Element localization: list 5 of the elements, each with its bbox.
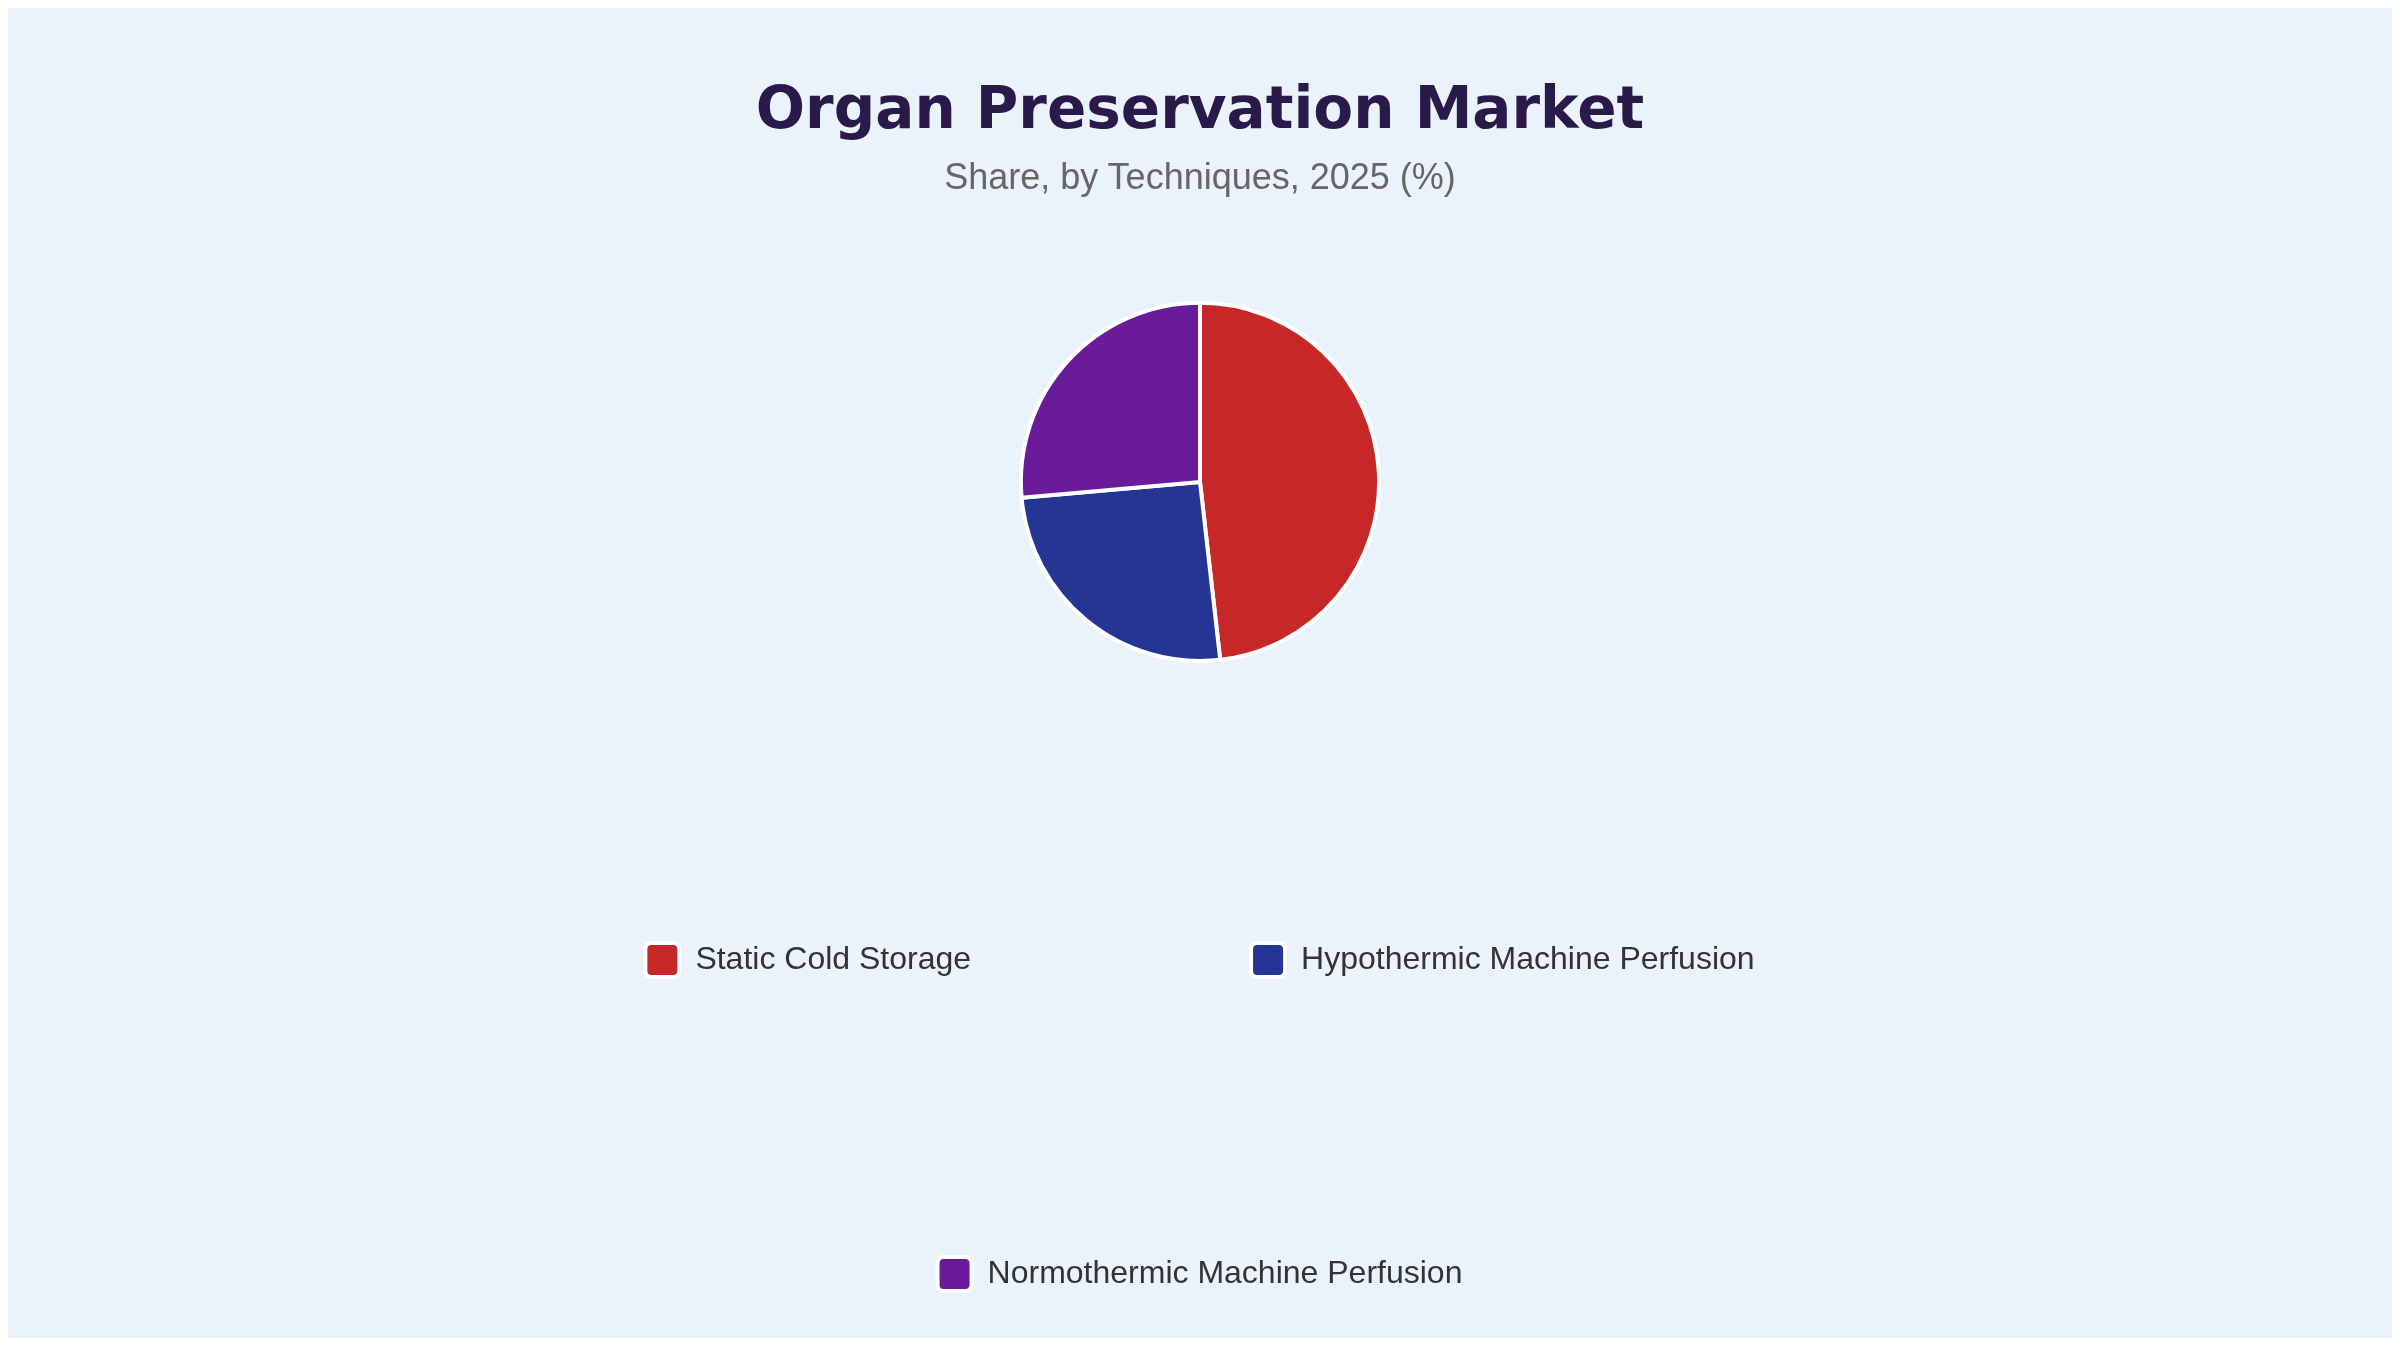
chart-subtitle: Share, by Techniques, 2025 (%): [944, 156, 1456, 198]
chart-title: Organ Preservation Market: [755, 73, 1645, 142]
legend-label: Normothermic Machine Perfusion: [987, 1253, 1463, 1290]
legend-label: Static Cold Storage: [695, 939, 972, 976]
legend-label: Hypothermic Machine Perfusion: [1301, 939, 1755, 976]
